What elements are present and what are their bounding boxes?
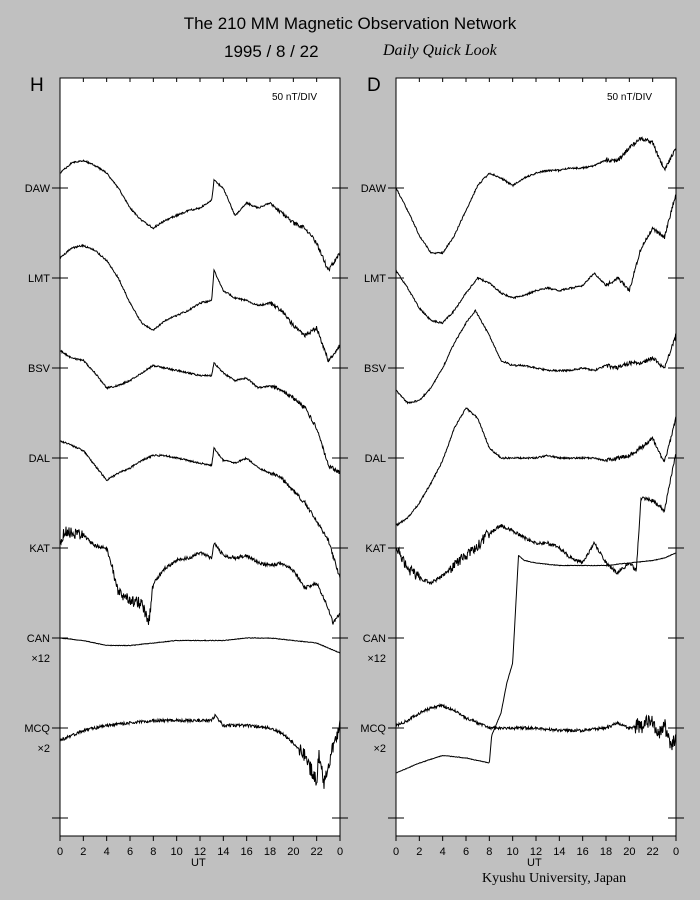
station-multiplier: ×12: [31, 653, 50, 665]
series-line-h-mcq: [59, 713, 341, 789]
x-tick-label: 2: [416, 846, 422, 858]
station-label: DAW: [361, 183, 387, 195]
series-line-d-daw: [395, 136, 677, 255]
station-label: DAL: [29, 453, 50, 465]
x-tick-label: 18: [600, 846, 612, 858]
series-line-h-bsv: [59, 349, 341, 475]
series-line-d-dal: [396, 407, 677, 527]
station-label: MCQ: [24, 723, 50, 735]
x-tick-label: 14: [553, 846, 565, 858]
station-label: CAN: [363, 633, 386, 645]
panel-h-label: H: [30, 75, 44, 96]
x-tick-label: 8: [150, 846, 156, 858]
series-line-h-lmt: [59, 243, 341, 363]
x-tick-label: 22: [311, 846, 323, 858]
series-line-h-can: [59, 637, 341, 654]
x-tick-label: 0: [673, 846, 679, 858]
x-tick-label: 16: [241, 846, 253, 858]
panel-h-scale: 50 nT/DIV: [272, 92, 317, 103]
series-line-h-dal: [59, 440, 341, 579]
station-label: KAT: [365, 543, 386, 555]
credit-label: Kyushu University, Japan: [482, 871, 627, 886]
x-tick-label: 0: [337, 846, 343, 858]
x-tick-label: 6: [127, 846, 133, 858]
series-line-d-bsv: [395, 309, 677, 405]
station-multiplier: ×12: [367, 653, 386, 665]
x-tick-label: 20: [287, 846, 299, 858]
x-tick-label: 12: [530, 846, 542, 858]
x-tick-label: 20: [623, 846, 635, 858]
x-tick-label: 10: [171, 846, 183, 858]
subtitle-label: Daily Quick Look: [383, 42, 497, 59]
station-label: LMT: [28, 273, 50, 285]
station-label: MCQ: [360, 723, 386, 735]
panel-d-label: D: [367, 75, 381, 96]
date-label: 1995 / 8 / 22: [224, 42, 319, 61]
station-label: KAT: [29, 543, 50, 555]
panel-d-scale: 50 nT/DIV: [607, 92, 652, 103]
station-multiplier: ×2: [373, 743, 386, 755]
x-tick-label: 0: [57, 846, 63, 858]
series-line-h-daw: [59, 159, 341, 272]
station-multiplier: ×2: [37, 743, 50, 755]
series-line-d-lmt: [395, 194, 677, 325]
x-tick-label: 14: [217, 846, 229, 858]
panel-d-xlabel: UT: [527, 857, 542, 869]
station-label: BSV: [28, 363, 51, 375]
x-tick-label: 12: [194, 846, 206, 858]
station-label: DAL: [365, 453, 386, 465]
panel-h-frame: [59, 77, 341, 837]
station-label: DAW: [25, 183, 51, 195]
panel-h-xlabel: UT: [191, 857, 206, 869]
x-tick-label: 4: [104, 846, 110, 858]
x-tick-label: 0: [393, 846, 399, 858]
series-line-d-can: [395, 552, 677, 774]
station-label: BSV: [364, 363, 387, 375]
x-tick-label: 4: [440, 846, 446, 858]
series-line-h-kat: [59, 526, 341, 625]
page-title: The 210 MM Magnetic Observation Network: [183, 14, 517, 33]
station-label: CAN: [27, 633, 50, 645]
station-label: LMT: [364, 273, 386, 285]
x-tick-label: 18: [264, 846, 276, 858]
x-tick-label: 8: [486, 846, 492, 858]
x-tick-label: 10: [507, 846, 519, 858]
x-tick-label: 6: [463, 846, 469, 858]
x-tick-label: 22: [647, 846, 659, 858]
x-tick-label: 2: [80, 846, 86, 858]
x-tick-label: 16: [577, 846, 589, 858]
series-line-d-mcq: [395, 702, 677, 751]
